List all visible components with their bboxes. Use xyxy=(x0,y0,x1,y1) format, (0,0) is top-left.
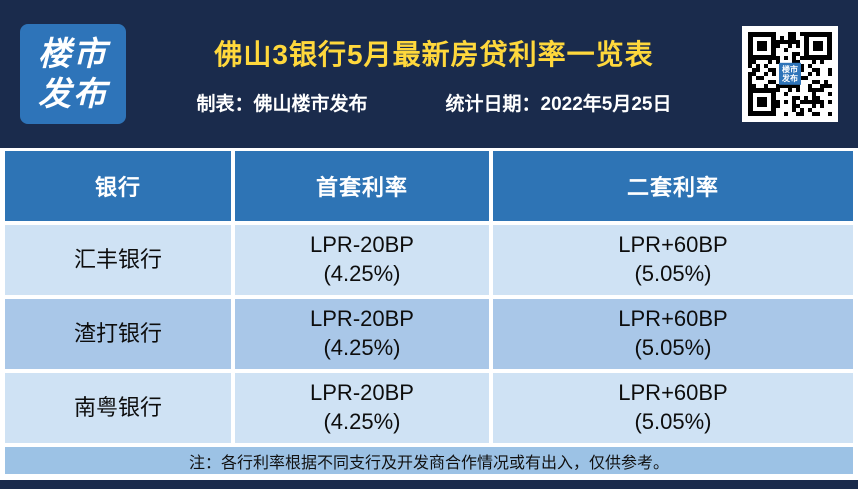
bank-name-nanyue: 南粤银行 xyxy=(5,373,231,443)
bank-name-standard-chartered: 渣打银行 xyxy=(5,299,231,369)
first-rate-cell-standard-chartered: LPR-20BP (4.25%) xyxy=(235,299,489,369)
qr-center-label: 楼市 发布 xyxy=(779,62,801,86)
bank-name-hsbc: 汇丰银行 xyxy=(5,225,231,295)
rate-percent: (5.05%) xyxy=(634,409,712,434)
rate-percent: (4.25%) xyxy=(323,335,401,360)
header-banner: 楼市 发布 佛山3银行5月最新房贷利率一览表 制表：佛山楼市发布 统计日期：20… xyxy=(0,0,858,148)
second-rate-cell-hsbc: LPR+60BP (5.05%) xyxy=(493,225,853,295)
first-rate-cell-hsbc: LPR-20BP (4.25%) xyxy=(235,225,489,295)
rates-table: 银行 首套利率 二套利率 汇丰银行 LPR-20BP (4.25%) LPR+6… xyxy=(5,151,853,474)
rate-value: LPR-20BP xyxy=(310,232,414,258)
qr-finder-top-right-icon xyxy=(804,32,832,60)
bottom-strip xyxy=(0,480,858,489)
header-text-block: 佛山3银行5月最新房贷利率一览表 制表：佛山楼市发布 统计日期：2022年5月2… xyxy=(126,33,742,116)
loushifabu-logo: 楼市 发布 xyxy=(20,24,126,124)
second-rate-cell-nanyue: LPR+60BP (5.05%) xyxy=(493,373,853,443)
page-title: 佛山3银行5月最新房贷利率一览表 xyxy=(214,38,654,70)
maker-label: 制表：佛山楼市发布 xyxy=(196,93,368,115)
rate-value: LPR+60BP xyxy=(618,306,728,332)
rate-percent: (4.25%) xyxy=(323,261,401,286)
second-rate-cell-standard-chartered: LPR+60BP (5.05%) xyxy=(493,299,853,369)
footnote: 注：各行利率根据不同支行及开发商合作情况或有出入，仅供参考。 xyxy=(5,447,853,474)
qr-finder-bottom-left-icon xyxy=(748,88,776,116)
rate-value: LPR+60BP xyxy=(618,380,728,406)
qr-label-line2: 发布 xyxy=(782,74,798,83)
qr-code: 楼市 发布 xyxy=(742,26,838,122)
rate-percent: (5.05%) xyxy=(634,261,712,286)
column-header-first-home-rate: 首套利率 xyxy=(235,151,489,221)
column-header-second-home-rate: 二套利率 xyxy=(493,151,853,221)
rate-value: LPR-20BP xyxy=(310,380,414,406)
logo-line2: 发布 xyxy=(38,75,108,112)
rate-value: LPR+60BP xyxy=(618,232,728,258)
date-label: 统计日期：2022年5月25日 xyxy=(445,93,672,115)
rate-percent: (5.05%) xyxy=(634,335,712,360)
rate-percent: (4.25%) xyxy=(323,409,401,434)
rate-value: LPR-20BP xyxy=(310,306,414,332)
logo-line1: 楼市 xyxy=(38,35,108,73)
first-rate-cell-nanyue: LPR-20BP (4.25%) xyxy=(235,373,489,443)
header-subtitle: 制表：佛山楼市发布 统计日期：2022年5月25日 xyxy=(136,89,732,116)
column-header-bank: 银行 xyxy=(5,151,231,221)
qr-label-line1: 楼市 xyxy=(782,64,798,74)
qr-finder-top-left-icon xyxy=(748,32,776,60)
